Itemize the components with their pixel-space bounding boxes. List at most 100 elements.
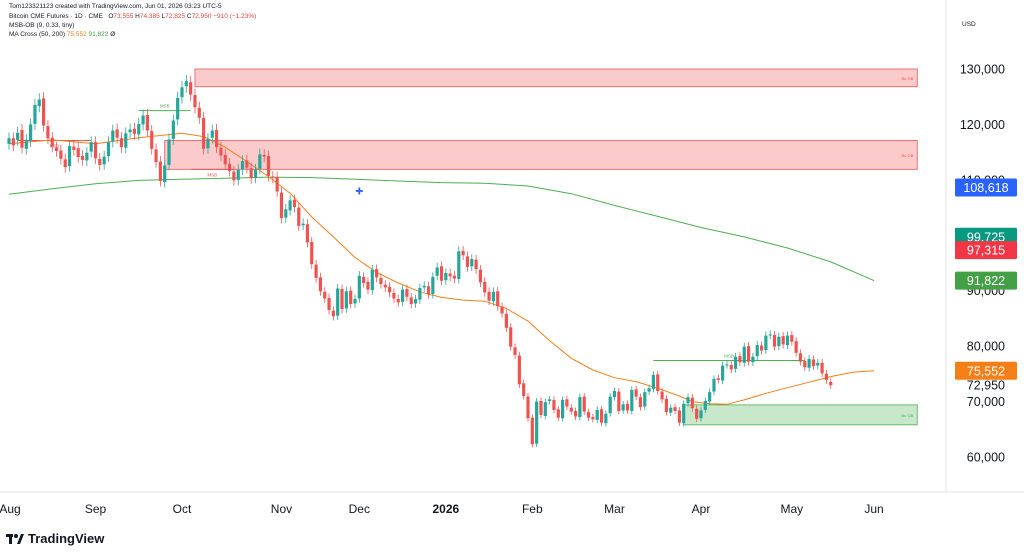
candle-body[interactable] bbox=[422, 285, 426, 288]
candle-body[interactable] bbox=[816, 362, 820, 366]
candle-body[interactable] bbox=[729, 364, 733, 370]
candle-body[interactable] bbox=[297, 207, 301, 226]
candle-body[interactable] bbox=[824, 373, 829, 380]
candle-body[interactable] bbox=[487, 291, 491, 301]
candle-body[interactable] bbox=[439, 266, 444, 281]
candle-body[interactable] bbox=[236, 169, 240, 180]
candle-body[interactable] bbox=[794, 341, 798, 353]
candle-body[interactable] bbox=[314, 264, 318, 278]
candle-body[interactable] bbox=[535, 401, 539, 444]
candle-body[interactable] bbox=[46, 126, 50, 139]
candle-body[interactable] bbox=[829, 381, 833, 386]
candle-body[interactable] bbox=[54, 147, 59, 152]
candle-body[interactable] bbox=[353, 299, 357, 304]
candle-body[interactable] bbox=[820, 362, 824, 374]
candle-body[interactable] bbox=[552, 399, 556, 410]
candle-body[interactable] bbox=[67, 146, 72, 166]
candle-body[interactable] bbox=[258, 154, 262, 169]
candle-body[interactable] bbox=[470, 259, 474, 267]
candle-body[interactable] bbox=[323, 291, 327, 299]
candle-body[interactable] bbox=[388, 286, 392, 293]
candle-body[interactable] bbox=[457, 251, 461, 280]
candle-body[interactable] bbox=[509, 327, 513, 347]
candle-body[interactable] bbox=[206, 138, 210, 149]
candle-body[interactable] bbox=[253, 169, 258, 178]
candle-body[interactable] bbox=[42, 98, 46, 126]
candle-body[interactable] bbox=[625, 403, 630, 411]
candle-body[interactable] bbox=[465, 256, 470, 267]
ma200-line[interactable] bbox=[8, 176, 875, 282]
candle-body[interactable] bbox=[318, 277, 322, 292]
candle-body[interactable] bbox=[491, 291, 495, 302]
candle-body[interactable] bbox=[189, 82, 193, 95]
candle-body[interactable] bbox=[811, 359, 816, 367]
candle-body[interactable] bbox=[409, 297, 413, 305]
candle-body[interactable] bbox=[452, 275, 457, 279]
candle-body[interactable] bbox=[669, 407, 673, 413]
candle-body[interactable] bbox=[548, 399, 552, 402]
candle-body[interactable] bbox=[483, 281, 487, 293]
candle-body[interactable] bbox=[336, 288, 340, 316]
candle-body[interactable] bbox=[690, 397, 694, 409]
candle-body[interactable] bbox=[301, 223, 305, 226]
candle-body[interactable] bbox=[310, 241, 314, 265]
candle-body[interactable] bbox=[759, 345, 764, 351]
candle-body[interactable] bbox=[656, 374, 660, 392]
candle-body[interactable] bbox=[643, 392, 647, 407]
candle-body[interactable] bbox=[738, 356, 742, 363]
candle-body[interactable] bbox=[119, 138, 124, 148]
candle-body[interactable] bbox=[197, 107, 201, 118]
candle-body[interactable] bbox=[266, 156, 271, 176]
candle-body[interactable] bbox=[63, 159, 67, 168]
candle-body[interactable] bbox=[708, 392, 712, 402]
candle-body[interactable] bbox=[712, 378, 716, 392]
candle-body[interactable] bbox=[431, 276, 435, 295]
candle-body[interactable] bbox=[102, 156, 106, 165]
candle-body[interactable] bbox=[777, 336, 781, 347]
bullish-order-block-2[interactable] bbox=[683, 404, 918, 426]
candle-body[interactable] bbox=[673, 407, 677, 411]
candle-body[interactable] bbox=[785, 335, 790, 346]
candle-body[interactable] bbox=[132, 128, 137, 134]
candle-body[interactable] bbox=[413, 299, 418, 304]
candle-body[interactable] bbox=[660, 391, 664, 400]
candle-body[interactable] bbox=[418, 287, 422, 300]
candle-body[interactable] bbox=[154, 149, 158, 163]
candle-body[interactable] bbox=[400, 289, 405, 302]
candle-body[interactable] bbox=[543, 402, 547, 416]
candle-body[interactable] bbox=[699, 410, 703, 419]
candle-body[interactable] bbox=[59, 150, 63, 159]
candle-body[interactable] bbox=[573, 410, 578, 417]
candle-body[interactable] bbox=[215, 129, 219, 148]
candle-body[interactable] bbox=[80, 156, 85, 160]
candle-body[interactable] bbox=[755, 345, 759, 357]
candle-body[interactable] bbox=[677, 410, 681, 423]
candle-body[interactable] bbox=[695, 408, 699, 419]
price-badge-3[interactable] bbox=[955, 271, 1017, 290]
candle-body[interactable] bbox=[89, 142, 93, 152]
candle-body[interactable] bbox=[33, 105, 37, 124]
candle-body[interactable] bbox=[275, 177, 279, 192]
candle-body[interactable] bbox=[357, 275, 361, 299]
candle-body[interactable] bbox=[599, 409, 604, 423]
candle-body[interactable] bbox=[716, 378, 720, 380]
candle-body[interactable] bbox=[223, 154, 227, 165]
candle-body[interactable] bbox=[496, 291, 500, 307]
candle-body[interactable] bbox=[227, 163, 232, 171]
indicator-msb-ob[interactable]: MSB-OB (9, 0.33, tiny) bbox=[9, 22, 75, 29]
candle-body[interactable] bbox=[664, 398, 668, 413]
tradingview-brand[interactable]: TradingView bbox=[6, 531, 104, 546]
candle-body[interactable] bbox=[327, 297, 331, 311]
candle-body[interactable] bbox=[578, 397, 582, 418]
candle-body[interactable] bbox=[556, 409, 560, 418]
candle-body[interactable] bbox=[742, 346, 746, 363]
candle-body[interactable] bbox=[768, 334, 772, 336]
candle-body[interactable] bbox=[16, 132, 20, 140]
candle-body[interactable] bbox=[344, 291, 348, 309]
candle-body[interactable] bbox=[141, 115, 145, 125]
candle-body[interactable] bbox=[340, 289, 344, 310]
candle-body[interactable] bbox=[530, 417, 534, 445]
candle-body[interactable] bbox=[746, 346, 751, 362]
candle-body[interactable] bbox=[807, 358, 811, 368]
